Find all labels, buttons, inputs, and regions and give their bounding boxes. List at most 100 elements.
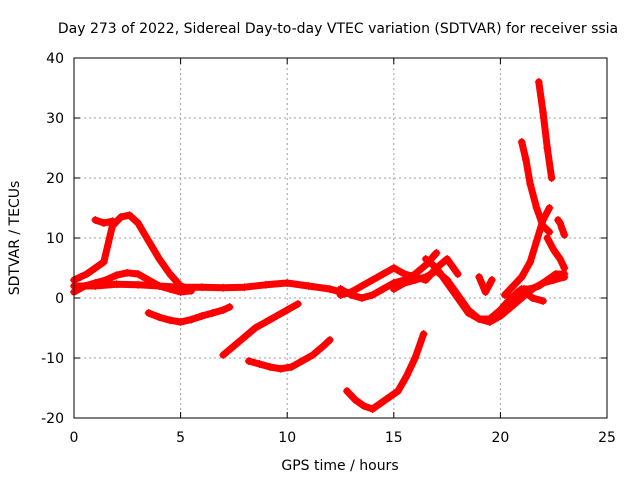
data-point-marker (526, 180, 535, 188)
data-point-marker (272, 312, 281, 320)
data-point-marker (219, 351, 228, 359)
data-point-marker (116, 213, 125, 221)
data-point-marker (507, 297, 516, 305)
data-point-marker (261, 318, 270, 326)
y-tick-label: 30 (46, 111, 64, 127)
data-point-marker (539, 108, 548, 116)
data-point-marker (276, 364, 285, 373)
data-point-marker (411, 354, 420, 362)
series-arc-5 (144, 303, 234, 326)
data-point-marker (325, 336, 334, 344)
x-tick-label: 15 (385, 430, 403, 446)
data-point-marker (357, 282, 366, 290)
data-point-marker (91, 216, 100, 224)
data-point-marker (496, 306, 505, 314)
data-point-marker (76, 273, 85, 281)
data-point-marker (453, 270, 462, 278)
data-point-marker (229, 342, 238, 350)
data-point-marker (379, 270, 388, 278)
data-point-marker (432, 264, 441, 272)
data-point-marker (342, 387, 351, 395)
data-point-marker (187, 315, 196, 324)
y-axis-label: SDTVAR / TECUs (7, 181, 23, 296)
data-point-marker (357, 294, 366, 302)
data-point-marker (500, 291, 509, 299)
data-point-marker (402, 372, 411, 380)
data-point-marker (528, 294, 537, 302)
data-point-marker (368, 276, 377, 284)
data-point-marker (534, 282, 543, 290)
data-point-marker (517, 138, 526, 146)
series-arc-15 (507, 270, 569, 305)
grid (74, 58, 607, 418)
data-point-marker (251, 324, 260, 332)
data-point-marker (165, 270, 174, 278)
series-arc-7 (244, 336, 334, 373)
data-point-marker (411, 276, 420, 284)
data-point-marker (319, 342, 328, 350)
data-point-marker (197, 312, 206, 320)
data-point-marker (539, 222, 548, 230)
data-point-marker (543, 234, 552, 242)
data-point-marker (304, 282, 313, 290)
series-arc-16 (517, 138, 554, 236)
data-point-marker (368, 291, 377, 299)
series-track (343, 330, 428, 413)
data-point-marker (240, 333, 249, 341)
data-point-marker (532, 204, 541, 212)
tick-labels: 0 5 10 15 20 25 -20 -10 0 10 20 30 40 (41, 51, 616, 446)
data-point-marker (556, 255, 565, 263)
series-track (554, 216, 568, 239)
data-point-marker (99, 219, 108, 227)
data-point-marker (543, 276, 552, 284)
data-point-marker (481, 288, 490, 296)
data-point-marker (359, 402, 368, 410)
data-point-marker (513, 288, 522, 296)
data-point-marker (219, 306, 228, 314)
data-point-marker (266, 363, 275, 371)
series-arc-1 (70, 211, 196, 293)
data-point-marker (133, 270, 142, 278)
series-arc-6 (219, 300, 302, 359)
series-arc-17 (534, 78, 556, 182)
data-point-marker (144, 309, 153, 317)
data-point-marker (419, 330, 428, 338)
data-point-marker (551, 270, 560, 278)
data-point-marker (385, 393, 394, 401)
series-arc-3 (70, 279, 345, 296)
data-point-marker (283, 306, 292, 314)
data-point-marker (475, 315, 484, 323)
series-arc-4 (91, 216, 117, 227)
data-point-marker (225, 303, 234, 311)
data-point-marker (112, 271, 121, 280)
data-point-marker (293, 300, 302, 308)
data-point-marker (545, 228, 554, 236)
data-point-marker (517, 273, 526, 281)
x-tick-label: 20 (491, 430, 509, 446)
data-point-marker (197, 283, 206, 292)
series-track (518, 138, 553, 236)
data-point-marker (82, 270, 91, 278)
data-point-marker (144, 237, 153, 245)
data-point-marker (558, 225, 567, 233)
data-point-marker (112, 280, 121, 289)
data-point-marker (556, 219, 565, 227)
data-point-marker (176, 318, 185, 326)
chart-title: Day 273 of 2022, Sidereal Day-to-day VTE… (58, 21, 618, 37)
data-point-marker (208, 309, 217, 317)
data-point-marker (155, 282, 164, 290)
data-point-marker (379, 285, 388, 293)
data-point-marker (549, 246, 558, 254)
y-tick-label: 0 (55, 291, 64, 307)
data-point-marker (421, 255, 430, 263)
data-point-marker (91, 282, 100, 290)
y-tick-label: 20 (46, 171, 64, 187)
data-point-marker (389, 285, 398, 293)
data-point-marker (283, 279, 292, 287)
data-point-marker (400, 279, 409, 287)
series-arc-13 (475, 273, 496, 296)
series-track (535, 78, 556, 182)
data-point-marker (347, 288, 356, 296)
data-point-marker (532, 237, 541, 245)
